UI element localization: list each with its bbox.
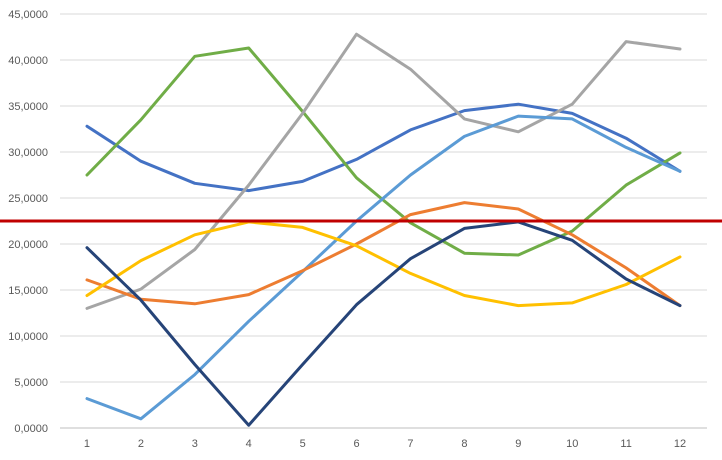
series-line-6: [85, 220, 682, 308]
y-tick-label: 40,0000: [8, 55, 48, 67]
y-tick-label: 45,0000: [8, 9, 48, 21]
x-tick-label: 6: [353, 438, 359, 450]
x-tick-label: 9: [515, 438, 521, 450]
y-axis-ticks: 0,0000 5,0000 10,0000 15,0000 20,0000 25,0000…: [8, 9, 48, 435]
y-tick-label: 20,0000: [8, 239, 48, 251]
series-line-5: [85, 201, 682, 308]
x-tick-label: 12: [674, 438, 686, 450]
series-lines: [85, 32, 682, 427]
y-tick-label: 15,0000: [8, 285, 48, 297]
y-tick-label: 0,0000: [14, 423, 48, 435]
series-line-7: [85, 220, 682, 427]
x-axis-ticks: 1 2 3 4 5 6 7 8 9 10 11 12: [84, 438, 686, 450]
series-line-4: [85, 114, 682, 421]
y-tick-label: 30,0000: [8, 147, 48, 159]
series-line-3: [85, 32, 682, 310]
series-line-1: [85, 102, 682, 193]
x-tick-label: 8: [461, 438, 467, 450]
x-tick-label: 3: [192, 438, 198, 450]
x-tick-label: 1: [84, 438, 90, 450]
y-tick-label: 35,0000: [8, 101, 48, 113]
x-tick-label: 11: [620, 438, 631, 450]
x-tick-label: 7: [407, 438, 413, 450]
x-tick-label: 10: [566, 438, 578, 450]
y-tick-label: 5,0000: [14, 377, 48, 389]
x-tick-label: 2: [138, 438, 144, 450]
y-tick-label: 25,0000: [8, 193, 48, 205]
series-line-2: [85, 46, 682, 257]
y-tick-label: 10,0000: [8, 331, 48, 343]
x-tick-label: 4: [246, 438, 252, 450]
x-tick-label: 5: [300, 438, 306, 450]
